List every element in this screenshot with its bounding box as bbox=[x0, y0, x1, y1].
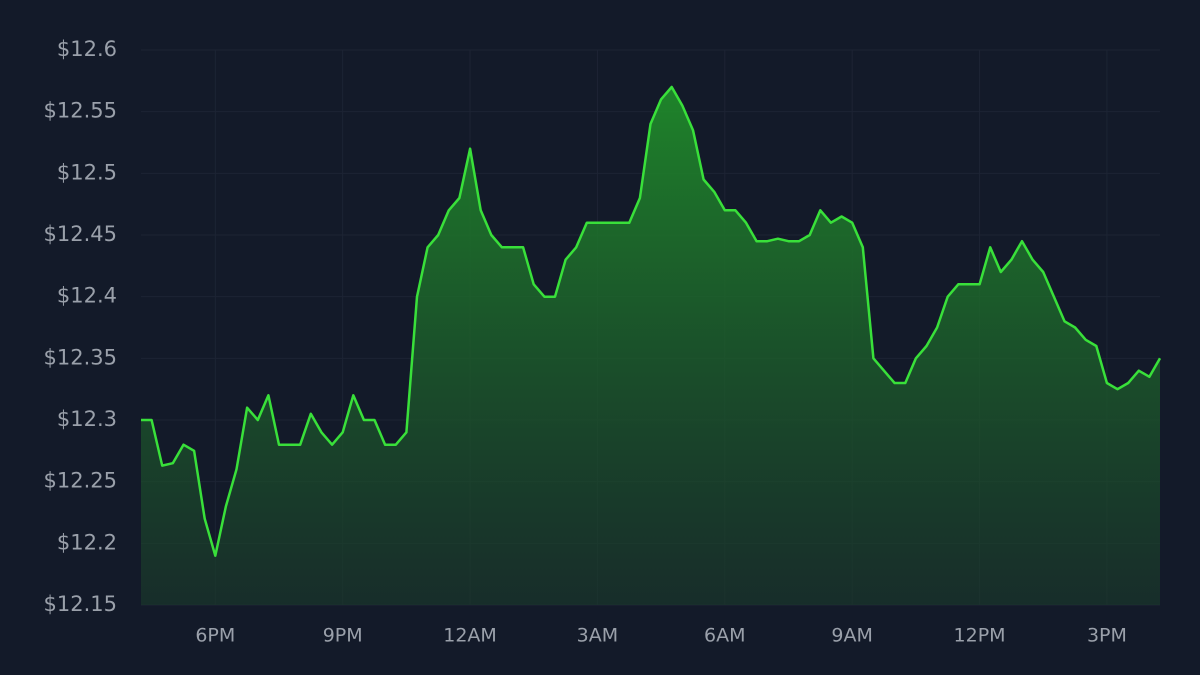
y-tick-label: $12.25 bbox=[44, 469, 117, 493]
x-tick-label: 6AM bbox=[704, 625, 745, 647]
y-tick-label: $12.35 bbox=[44, 345, 117, 369]
y-tick-label: $12.3 bbox=[57, 407, 117, 431]
y-tick-label: $12.55 bbox=[44, 99, 117, 123]
y-tick-label: $12.15 bbox=[44, 592, 117, 616]
y-tick-label: $12.5 bbox=[57, 160, 117, 184]
x-tick-label: 12PM bbox=[954, 625, 1006, 647]
price-line bbox=[141, 85, 1162, 557]
y-tick-label: $12.45 bbox=[44, 222, 117, 246]
x-tick-label: 3AM bbox=[577, 625, 618, 647]
x-tick-label: 9PM bbox=[323, 625, 363, 647]
y-tick-label: $12.2 bbox=[57, 530, 117, 554]
x-tick-label: 9AM bbox=[831, 625, 872, 647]
x-tick-label: 12AM bbox=[443, 625, 497, 647]
x-tick-label: 6PM bbox=[195, 625, 235, 647]
area-fill bbox=[141, 87, 1160, 605]
x-tick-label: 3PM bbox=[1087, 625, 1127, 647]
y-tick-label: $12.4 bbox=[57, 284, 117, 308]
y-tick-label: $12.6 bbox=[57, 37, 117, 61]
